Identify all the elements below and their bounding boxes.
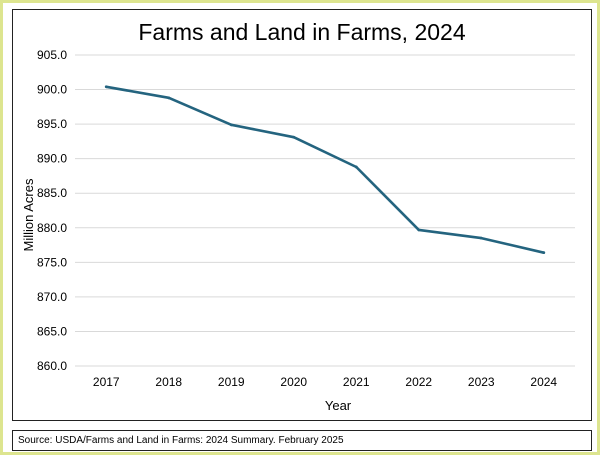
- y-tick-label-870.0: 870.0: [37, 290, 67, 304]
- x-tick-label-2020: 2020: [280, 375, 307, 389]
- series-layer: [104, 85, 546, 255]
- x-tick-label-2023: 2023: [468, 375, 495, 389]
- x-tick-label-2021: 2021: [343, 375, 370, 389]
- x-tick-label-2018: 2018: [155, 375, 182, 389]
- data-point-2019: [229, 123, 233, 127]
- y-tick-label-880.0: 880.0: [37, 221, 67, 235]
- x-tick-label-2019: 2019: [218, 375, 245, 389]
- data-point-2023: [479, 236, 483, 240]
- x-tick-label-2022: 2022: [405, 375, 432, 389]
- x-tick-label-2017: 2017: [93, 375, 120, 389]
- data-point-2022: [417, 228, 421, 232]
- y-axis-ticks: 860.0 865.0 870.0 875.0 880.0 885.0 890.0 895.0…: [37, 48, 67, 373]
- x-axis-title: Year: [325, 398, 352, 413]
- data-point-2020: [292, 135, 296, 139]
- chart-panel: Farms and Land in Farms, 2024 860.0 865.0…: [12, 9, 592, 421]
- y-tick-label-890.0: 890.0: [37, 152, 67, 166]
- y-tick-label-860.0: 860.0: [37, 359, 67, 373]
- y-axis-title: Million Acres: [21, 178, 36, 251]
- y-tick-label-905.0: 905.0: [37, 48, 67, 62]
- y-tick-label-900.0: 900.0: [37, 83, 67, 97]
- data-point-2017: [104, 85, 108, 89]
- series-line-0: [105, 85, 546, 254]
- y-tick-label-865.0: 865.0: [37, 324, 67, 338]
- y-tick-label-875.0: 875.0: [37, 255, 67, 269]
- data-point-2021: [354, 165, 358, 169]
- chart-title: Farms and Land in Farms, 2024: [138, 19, 465, 45]
- x-axis-ticks: 2017 2018 2019 2020 2021 2022 2023 2024: [93, 375, 558, 389]
- line-chart: Farms and Land in Farms, 2024 860.0 865.0…: [21, 19, 575, 413]
- x-tick-label-2024: 2024: [530, 375, 557, 389]
- source-note: Source: USDA/Farms and Land in Farms: 20…: [12, 430, 592, 451]
- data-point-2018: [167, 96, 171, 100]
- gridlines: [75, 54, 575, 367]
- data-point-2024: [542, 251, 546, 255]
- y-tick-label-895.0: 895.0: [37, 117, 67, 131]
- y-tick-label-885.0: 885.0: [37, 186, 67, 200]
